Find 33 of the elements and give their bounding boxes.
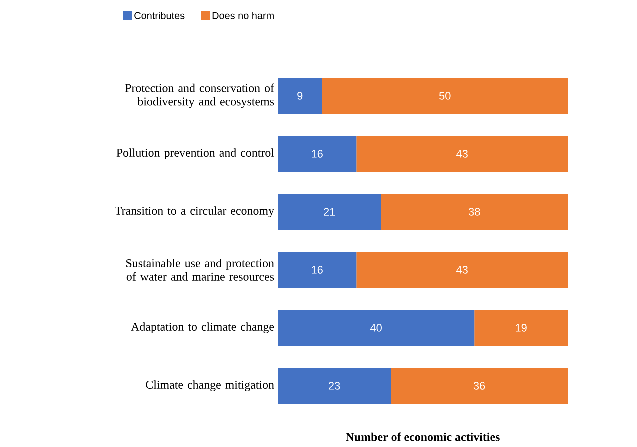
bar [278,310,475,346]
data-label: 21 [324,208,336,216]
bar [474,310,568,346]
data-label: 43 [456,150,468,158]
data-label: 50 [439,92,451,100]
y-tick-label: Adaptation to climate change [131,322,274,334]
bar [278,136,357,172]
data-label: 16 [312,266,323,274]
legend-label: Contributes [134,12,185,20]
y-tick-label: Climate change mitigation [146,380,274,392]
bar [391,368,568,404]
data-label: 19 [516,324,527,332]
bar [322,78,568,114]
bar [278,252,357,288]
data-label: 16 [312,150,323,158]
bar [278,368,392,404]
data-label: 9 [298,92,303,100]
data-label: 40 [370,324,382,332]
data-label: 23 [328,382,340,390]
y-tick-label: Transition to a circular economy [115,206,274,218]
y-tick-label: Pollution prevention and control [116,148,274,160]
y-tick-label: Protection and conservation of biodiversity and ecosystems [125,84,274,108]
data-label: 36 [474,382,486,390]
x-axis-title: Number of economic activities [346,432,500,442]
y-tick-label: Sustainable use and protection of water and marine resources [126,259,274,281]
bar [278,78,322,114]
data-label: 38 [468,208,480,216]
bar [278,194,382,230]
legend-label: Does no harm [212,12,274,20]
bar [381,194,568,230]
data-label: 43 [456,266,468,274]
bar [356,136,568,172]
bar [356,252,568,288]
